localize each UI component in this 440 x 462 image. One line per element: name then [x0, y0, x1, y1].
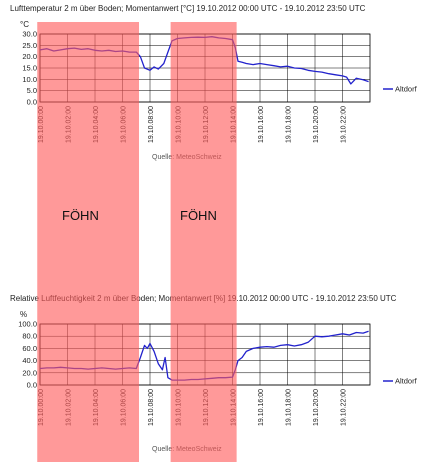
y-unit-label-humidity: % — [20, 310, 28, 319]
y-tick-label: 60.0 — [22, 344, 37, 353]
x-tick-label: 19.10.04:00 — [93, 106, 100, 143]
x-tick-label: 19.10.14:00 — [231, 106, 238, 143]
x-tick-label: 19.10.00:00 — [38, 106, 45, 143]
x-tick-label: 19.10.06:00 — [121, 389, 128, 426]
y-tick-label: 100.0 — [18, 320, 37, 329]
x-tick-label: 19.10.00:00 — [38, 389, 45, 426]
fohn-label-2: FÖHN — [180, 208, 217, 223]
chart-separator — [0, 170, 440, 288]
y-unit-label-temperature: °C — [20, 20, 29, 29]
y-tick-label: 0.0 — [27, 381, 37, 390]
x-tick-label: 19.10.16:00 — [258, 106, 265, 143]
x-tick-label: 19.10.10:00 — [176, 389, 183, 426]
chart-panel-temperature: Lufttemperatur 2 m über Boden; Momentanw… — [0, 0, 440, 170]
humidity-chart: 0.0 20.0 40.0 60.0 80.0 100.0 19.10.00:00 19.10… — [18, 320, 418, 426]
x-tick-label: 19.10.22:00 — [341, 106, 348, 143]
source-label-humidity: Quelle: MeteoSchweiz — [152, 446, 222, 453]
x-tick-label: 19.10.08:00 — [148, 389, 155, 426]
y-tick-label: 15.0 — [22, 64, 37, 73]
x-tick-label: 19.10.06:00 — [121, 106, 128, 143]
x-tick-label: 19.10.18:00 — [286, 106, 293, 143]
x-tick-label: 19.10.16:00 — [258, 389, 265, 426]
chart-panel-humidity: Relative Luftfeuchtigkeit 2 m über Boden… — [0, 288, 440, 462]
y-tick-label: 20.0 — [22, 368, 37, 377]
x-tick-label: 19.10.18:00 — [286, 389, 293, 426]
x-tick-label: 19.10.20:00 — [313, 106, 320, 143]
fohn-label-1: FÖHN — [62, 208, 99, 223]
x-tick-label: 19.10.12:00 — [203, 106, 210, 143]
temperature-chart: 0.0 5.0 10.0 15.0 20.0 25.0 30.0 19.10.00:00 19.… — [22, 30, 418, 143]
chart-title-temperature: Lufttemperatur 2 m über Boden; Momentanw… — [10, 4, 366, 13]
y-tick-label: 30.0 — [22, 30, 37, 39]
y-tick-label: 40.0 — [22, 356, 37, 365]
source-label-temperature: Quelle: MeteoSchweiz — [152, 154, 222, 161]
x-tick-label: 19.10.10:00 — [176, 106, 183, 143]
y-tick-label: 5.0 — [27, 86, 37, 95]
y-tick-label: 10.0 — [22, 75, 37, 84]
x-tick-label: 19.10.20:00 — [313, 389, 320, 426]
x-tick-label: 19.10.22:00 — [341, 389, 348, 426]
x-tick-label: 19.10.12:00 — [203, 389, 210, 426]
legend-label: Altdorf — [395, 377, 418, 386]
y-tick-label: 25.0 — [22, 41, 37, 50]
x-tick-label: 19.10.08:00 — [148, 106, 155, 143]
y-tick-label: 20.0 — [22, 52, 37, 61]
y-tick-label: 80.0 — [22, 332, 37, 341]
legend-label: Altdorf — [395, 85, 418, 94]
y-tick-label: 0.0 — [27, 98, 37, 107]
x-tick-label: 19.10.02:00 — [66, 389, 73, 426]
x-tick-label: 19.10.04:00 — [93, 389, 100, 426]
x-tick-label: 19.10.02:00 — [66, 106, 73, 143]
x-tick-label: 19.10.14:00 — [231, 389, 238, 426]
